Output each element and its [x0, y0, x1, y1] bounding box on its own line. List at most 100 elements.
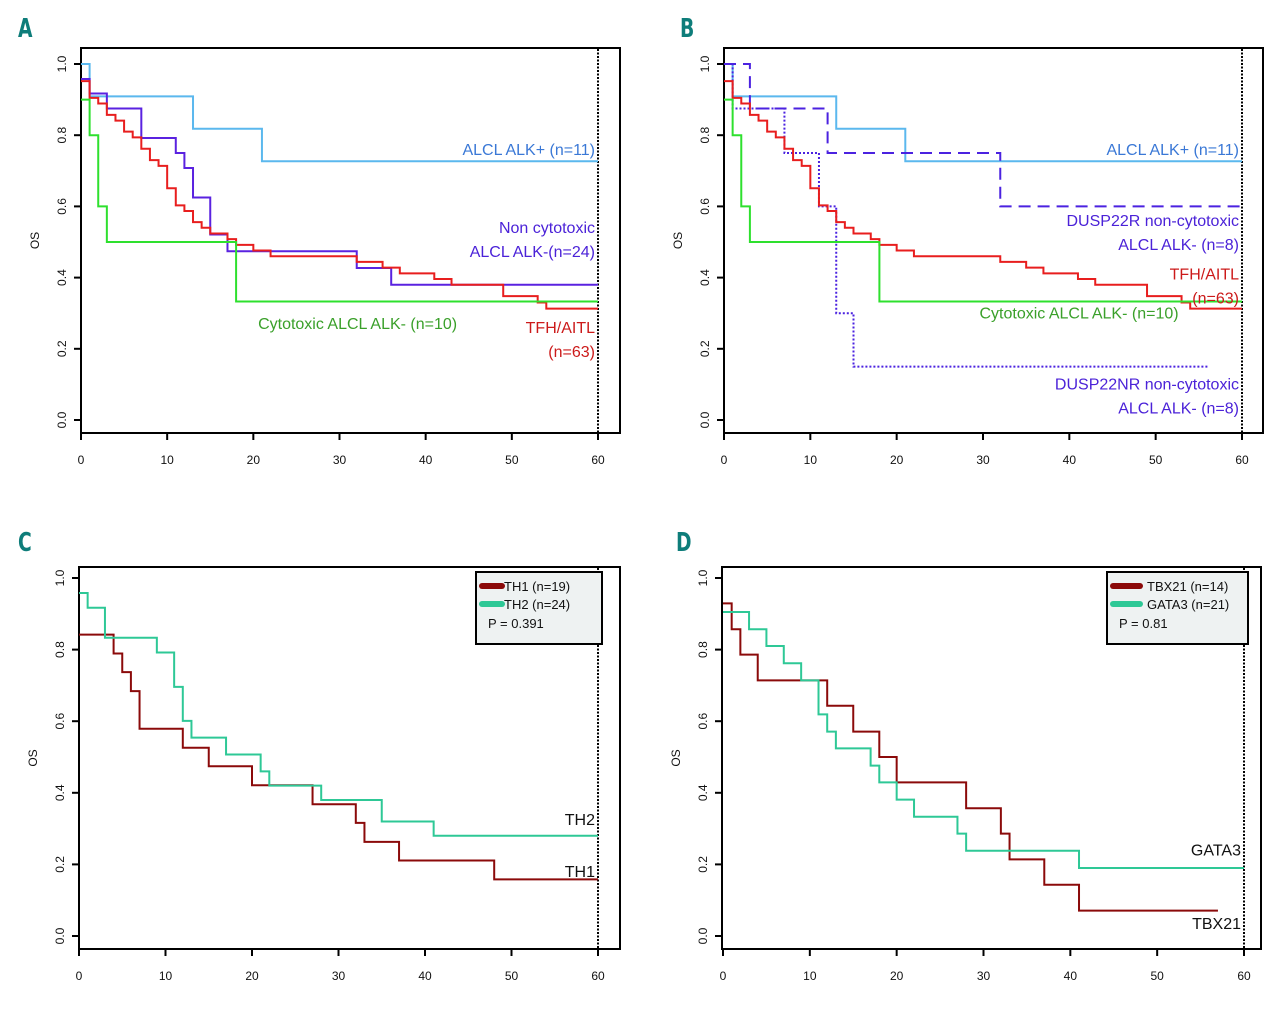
- y-tick-label: 0.8: [53, 641, 67, 658]
- curve-annotation: Cytotoxic ALCL ALK- (n=10): [980, 306, 1179, 323]
- legend-label: TH2 (n=24): [504, 597, 570, 612]
- x-tick-label: 0: [721, 453, 728, 467]
- curve-annotation: GATA3: [1191, 842, 1241, 859]
- y-tick-label: 0.6: [696, 713, 710, 730]
- x-tick-label: 20: [890, 969, 904, 983]
- x-tick-label: 60: [591, 969, 605, 983]
- y-tick-label: 0.4: [55, 269, 69, 286]
- y-tick-label: 0.6: [53, 713, 67, 730]
- km-plot-c: 0 10 20 30 40 50 60 0.0 0.2 0.4 0.6 0.8 1.0 OS TH2 TH1 T…: [26, 566, 621, 983]
- x-tick-label: 10: [160, 453, 174, 467]
- curve-annotation: (n=63): [1192, 290, 1239, 307]
- x-tick-label: 40: [1063, 453, 1077, 467]
- y-tick-label: 0.4: [698, 269, 712, 286]
- km-curve-alcl-alk-n-11: [81, 63, 598, 163]
- km-curve-tbx21-n-14: [723, 602, 1218, 912]
- y-tick-label: 0.8: [698, 127, 712, 144]
- curve-annotation: ALCL ALK-(n=24): [470, 244, 595, 261]
- y-tick-label: 0.8: [55, 127, 69, 144]
- curve-annotation: Cytotoxic ALCL ALK- (n=10): [258, 316, 457, 333]
- curve-annotation: ALCL ALK- (n=8): [1118, 401, 1239, 418]
- curve-annotation: Non cytotoxic: [499, 220, 595, 237]
- km-curve-alcl-alk-n-11: [724, 63, 1242, 163]
- y-tick-label: 0.2: [53, 856, 67, 873]
- y-tick-label: 0.4: [696, 784, 710, 801]
- plot-frame: [723, 47, 1264, 434]
- km-curve-tfh-aitl-n-63: [724, 80, 1242, 310]
- y-tick-label: 0.0: [696, 927, 710, 944]
- x-tick-label: 0: [76, 969, 83, 983]
- x-tick-label: 30: [977, 969, 991, 983]
- curve-annotation: ALCL ALK+ (n=11): [462, 142, 595, 159]
- y-tick-label: 0.4: [53, 784, 67, 801]
- panel-d: D 0 10 20 30 40 50 60 0.0 0.2 0.4 0.6 0.8 1.0 OS GATA3…: [640, 506, 1280, 1012]
- x-tick-label: 20: [245, 969, 259, 983]
- x-tick-label: 60: [591, 453, 605, 467]
- curve-annotation: TFH/AITL: [526, 320, 595, 337]
- y-tick-label: 0.6: [55, 198, 69, 215]
- y-tick-label: 0.8: [696, 641, 710, 658]
- x-tick-label: 30: [332, 969, 346, 983]
- km-curve-gata3-n-21: [723, 611, 1244, 869]
- x-tick-label: 60: [1237, 969, 1251, 983]
- legend-label: TBX21 (n=14): [1147, 579, 1228, 594]
- x-tick-label: 20: [247, 453, 261, 467]
- panel-label: B: [680, 14, 695, 44]
- plot-frame: [80, 47, 621, 434]
- x-tick-label: 40: [418, 969, 432, 983]
- curve-annotation: DUSP22R non-cytotoxic: [1066, 213, 1239, 230]
- y-tick-label: 1.0: [53, 569, 67, 586]
- x-tick-label: 20: [890, 453, 904, 467]
- y-tick-label: 0.0: [55, 411, 69, 428]
- y-tick-label: 0.6: [698, 198, 712, 215]
- curve-annotation: (n=63): [548, 344, 595, 361]
- legend-pvalue: P = 0.391: [488, 616, 544, 631]
- x-tick-label: 10: [159, 969, 173, 983]
- x-tick-label: 50: [505, 969, 519, 983]
- panel-label: D: [676, 528, 692, 558]
- x-tick-label: 60: [1235, 453, 1249, 467]
- x-tick-label: 0: [720, 969, 727, 983]
- curve-annotation: DUSP22NR non-cytotoxic: [1055, 377, 1239, 394]
- y-tick-label: 0.2: [696, 856, 710, 873]
- x-tick-label: 50: [505, 453, 519, 467]
- x-tick-label: 40: [419, 453, 433, 467]
- y-tick-label: 1.0: [696, 569, 710, 586]
- y-axis-label: OS: [669, 749, 683, 766]
- plot-frame: [721, 566, 1262, 950]
- y-tick-label: 0.0: [53, 927, 67, 944]
- panel-label: A: [18, 14, 33, 44]
- y-tick-label: 1.0: [55, 55, 69, 72]
- km-curve-th2-n-24: [79, 592, 598, 837]
- x-tick-label: 0: [78, 453, 85, 467]
- panel-c: C 0 10 20 30 40 50 60 0.0 0.2 0.4 0.6 0.8 1.0 OS TH2 TH…: [0, 506, 640, 1012]
- y-tick-label: 0.0: [698, 411, 712, 428]
- y-tick-label: 1.0: [698, 55, 712, 72]
- y-axis-label: OS: [671, 232, 685, 249]
- panel-b: B 0 10 20 30 40 50 60 0.0 0.2 0.4 0.6 0.8 1.0 OS ALCL …: [640, 0, 1280, 506]
- y-tick-label: 0.2: [698, 340, 712, 357]
- x-tick-label: 50: [1150, 969, 1164, 983]
- x-tick-label: 10: [804, 453, 818, 467]
- curve-annotation: ALCL ALK+ (n=11): [1106, 142, 1239, 159]
- legend-pvalue: P = 0.81: [1119, 616, 1168, 631]
- km-curve-cytotoxic-alcl-alk-n-10: [81, 98, 598, 303]
- curve-annotation: TBX21: [1192, 916, 1241, 933]
- y-axis-label: OS: [26, 749, 40, 766]
- x-tick-label: 30: [976, 453, 990, 467]
- panel-a: A 0 10 20 30 40 50 60 0.0 0.2 0.4 0.6 0.8 1.0 OS ALCL …: [0, 0, 640, 506]
- curve-annotation: TFH/AITL: [1170, 266, 1239, 283]
- curve-annotation: TH2: [565, 812, 595, 829]
- y-axis-label: OS: [28, 232, 42, 249]
- legend-label: GATA3 (n=21): [1147, 597, 1229, 612]
- km-plot-a: 0 10 20 30 40 50 60 0.0 0.2 0.4 0.6 0.8 1.0 OS ALCL AL…: [28, 47, 621, 467]
- km-curve-tfh-aitl-n-63: [81, 80, 598, 310]
- legend-label: TH1 (n=19): [504, 579, 570, 594]
- km-plot-b: 0 10 20 30 40 50 60 0.0 0.2 0.4 0.6 0.8 1.0 OS ALCL AL…: [671, 47, 1264, 467]
- x-tick-label: 50: [1149, 453, 1163, 467]
- curve-annotation: ALCL ALK- (n=8): [1118, 237, 1239, 254]
- km-curve-cytotoxic-alcl-alk-n-10: [724, 98, 1242, 303]
- x-tick-label: 40: [1064, 969, 1078, 983]
- x-tick-label: 30: [333, 453, 347, 467]
- panel-label: C: [18, 528, 32, 558]
